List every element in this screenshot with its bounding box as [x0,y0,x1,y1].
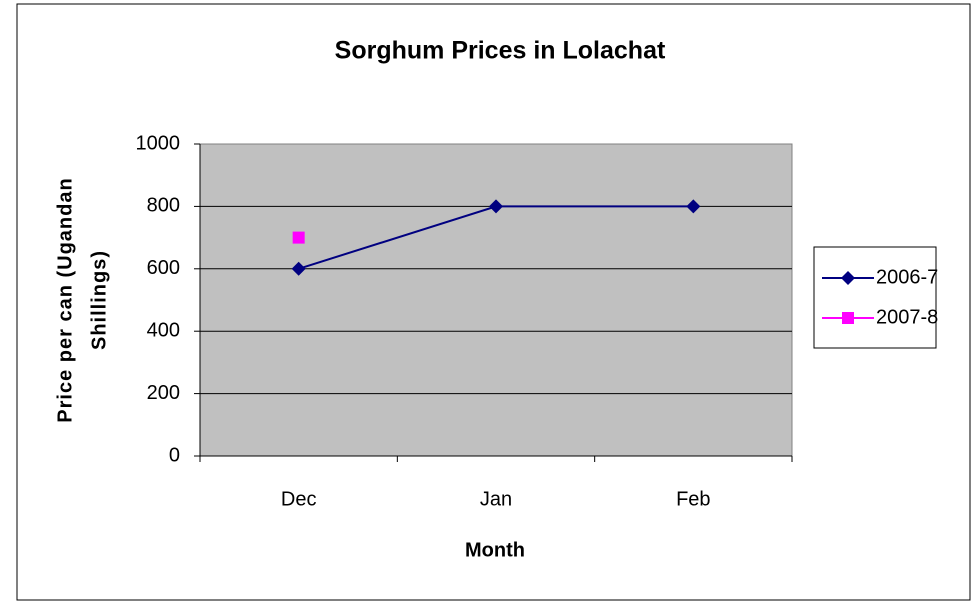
y-tick-label: 400 [147,319,180,341]
y-tick-label: 800 [147,195,180,217]
marker [686,199,701,214]
x-tick-label: Jan [480,488,512,510]
legend-label: 2006-7 [876,266,938,288]
y-axis-label: Price per can (Ugandan Shillings) [54,177,110,422]
y-axis-label-line: Shillings) [88,250,110,350]
y-tick-label: 600 [147,257,180,279]
marker [292,231,305,244]
legend-box [813,246,937,349]
x-tick-label: Dec [281,488,317,510]
chart-title: Sorghum Prices in Lolachat [335,37,666,65]
marker [842,312,854,324]
y-tick-label: 200 [147,382,180,404]
x-tick-label: Feb [676,488,710,510]
marker [489,199,503,214]
y-axis-label-line: Price per can (Ugandan [54,177,76,422]
marker [291,261,306,276]
legend-label: 2007-8 [876,306,938,328]
plot-area [199,143,793,457]
y-tick-label: 1000 [136,132,181,154]
x-axis-label: Month [465,539,525,561]
y-tick-label: 0 [169,444,180,466]
marker [841,271,855,285]
